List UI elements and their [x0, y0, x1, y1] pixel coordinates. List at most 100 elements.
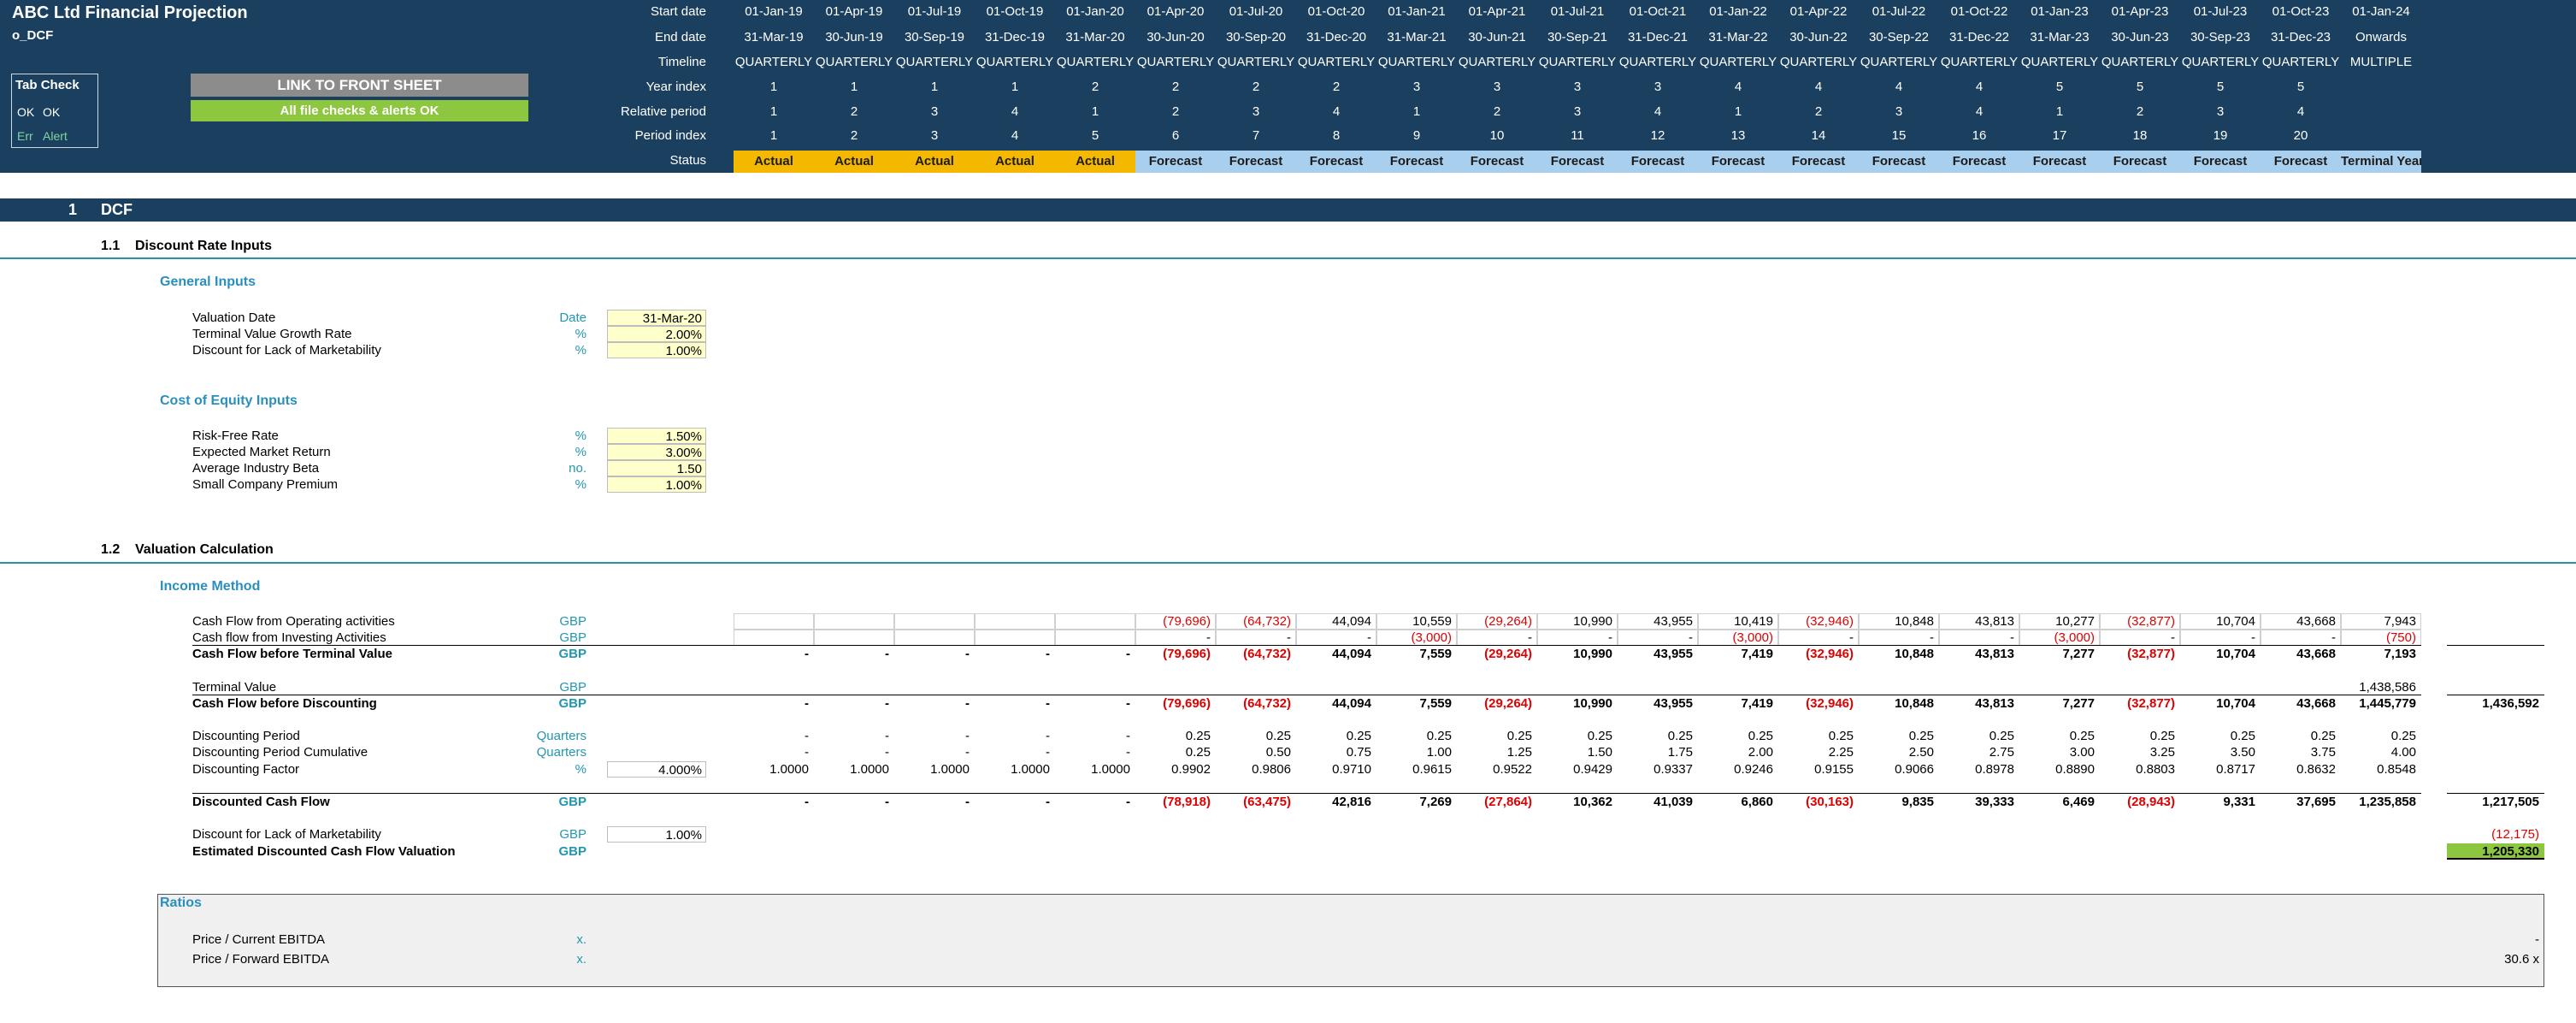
total-cell: 1,205,330 — [2447, 843, 2544, 860]
timeline-cell: 2 — [1332, 80, 1341, 94]
value-cell: - — [1126, 696, 1130, 711]
value-cell: 0.25 — [1667, 729, 1693, 743]
row-label: Terminal Value — [192, 680, 277, 695]
value-cell: - — [805, 696, 809, 711]
input-label: Small Company Premium — [192, 477, 339, 492]
value-cell: - — [1849, 630, 1854, 645]
value-cell: 9,835 — [1901, 795, 1934, 809]
value-cell: 10,704 — [2216, 647, 2255, 661]
timeline-cell: 4 — [1895, 80, 1903, 94]
value-cell: 10,990 — [1573, 614, 1612, 629]
timeline-cell: 3 — [1412, 80, 1421, 94]
timeline-cell: 4 — [1011, 128, 1019, 143]
value-cell: 3.00 — [2069, 745, 2095, 760]
timeline-cell: QUARTERLY — [1779, 55, 1858, 69]
timeline-cell: 01-Oct-23 — [2272, 4, 2330, 19]
value-cell: 10,704 — [2216, 614, 2255, 629]
timeline-cell: 1 — [850, 80, 858, 94]
timeline-cell: QUARTERLY — [2261, 55, 2340, 69]
timeline-cell: 3 — [1573, 80, 1582, 94]
value-cell: 0.25 — [1185, 745, 1211, 760]
value-cell: - — [2010, 630, 2014, 645]
timeline-cell: 31-Mar-19 — [744, 30, 804, 44]
row-rule — [2447, 645, 2544, 646]
value-cell: 2.75 — [1989, 745, 2014, 760]
value-cell: 10,419 — [1734, 614, 1773, 629]
timeline-cell: 20 — [2293, 128, 2308, 143]
timeline-cell: 01-Jul-23 — [2193, 4, 2248, 19]
cell-border — [1457, 613, 1537, 630]
input-label: Risk-Free Rate — [192, 429, 279, 443]
value-cell: (3,000) — [1732, 630, 1773, 645]
cell-border — [1778, 613, 1859, 630]
value-cell: - — [1046, 647, 1050, 661]
value-cell: 0.25 — [1748, 729, 1773, 743]
cell-border — [814, 630, 894, 646]
value-cell: - — [1126, 729, 1130, 743]
value-cell: (63,475) — [1243, 795, 1291, 809]
sheet-name: o_DCF — [12, 28, 54, 43]
rule — [0, 257, 2576, 259]
input-cell: 3.00% — [607, 444, 706, 460]
timeline-cell: 30-Jun-20 — [1147, 30, 1205, 44]
tab-check-status: Err — [17, 129, 33, 143]
value-cell: 0.25 — [2310, 729, 2336, 743]
timeline-cell: 01-Jan-20 — [1066, 4, 1124, 19]
status-cell: Forecast — [1618, 151, 1698, 173]
value-cell: (27,864) — [1484, 795, 1532, 809]
value-cell: 0.25 — [1828, 729, 1854, 743]
value-cell: 0.25 — [2230, 729, 2255, 743]
timeline-cell: 7 — [1252, 128, 1260, 143]
timeline-cell: 4 — [1814, 80, 1823, 94]
timeline-cell: 14 — [1811, 128, 1826, 143]
subsection-number: 1.1 — [101, 239, 121, 253]
timeline-cell: 30-Jun-23 — [2111, 30, 2169, 44]
value-cell: 43,668 — [2296, 614, 2336, 629]
value-cell: 1,438,586 — [2359, 680, 2416, 695]
input-cell: 1.00% — [607, 826, 706, 843]
timeline-cell: 3 — [2216, 104, 2225, 119]
timeline-cell: QUARTERLY — [1860, 55, 1938, 69]
timeline-cell: QUARTERLY — [734, 55, 813, 69]
ratio-label: Price / Current EBITDA — [192, 932, 326, 947]
row-unit: GBP — [558, 795, 587, 809]
timeline-cell: 30-Sep-22 — [1868, 30, 1930, 44]
timeline-cell: 10 — [1489, 128, 1505, 143]
value-cell: (79,696) — [1163, 647, 1211, 661]
value-cell: (79,696) — [1163, 696, 1211, 711]
section-number: 1 — [68, 201, 78, 218]
cell-border — [1055, 630, 1135, 646]
row-label: Discounted Cash Flow — [192, 795, 330, 809]
timeline-label: Status — [669, 153, 706, 168]
tab-check-status: Alert — [43, 129, 68, 143]
timeline-cell: 01-Apr-20 — [1147, 4, 1205, 19]
row-label: Cash flow from Investing Activities — [192, 630, 386, 645]
value-cell: 0.25 — [1426, 729, 1452, 743]
tab-check-status: OK — [43, 105, 61, 119]
timeline-label: Period index — [634, 128, 706, 143]
value-cell: (32,877) — [2127, 614, 2175, 629]
value-cell: - — [965, 729, 970, 743]
value-cell: 1.50 — [1587, 745, 1612, 760]
timeline-cell: 4 — [2296, 104, 2305, 119]
link-button[interactable]: LINK TO FRONT SHEET — [191, 74, 528, 97]
row-label: Cash Flow before Discounting — [192, 696, 377, 711]
timeline-cell: 4 — [1653, 104, 1662, 119]
timeline-label: Year index — [645, 80, 706, 94]
cell-border — [1939, 613, 2019, 630]
timeline-cell: 2 — [2136, 104, 2144, 119]
cell-border — [1698, 613, 1778, 630]
value-cell: - — [2331, 630, 2336, 645]
subsection-title: Valuation Calculation — [135, 542, 274, 557]
value-cell: 1.00 — [1426, 745, 1452, 760]
timeline-cell: 2 — [850, 104, 858, 119]
row-label: Discounting Period — [192, 729, 300, 743]
timeline-cell: 8 — [1332, 128, 1341, 143]
subsection-number: 1.2 — [101, 542, 121, 557]
status-cell: Actual — [1055, 151, 1135, 173]
total-cell: 1,436,592 — [2482, 696, 2539, 711]
status-cell: Forecast — [2100, 151, 2180, 173]
timeline-cell: 5 — [2216, 80, 2225, 94]
timeline-cell: 2 — [1171, 104, 1180, 119]
tab-check-status: OK — [17, 105, 35, 119]
